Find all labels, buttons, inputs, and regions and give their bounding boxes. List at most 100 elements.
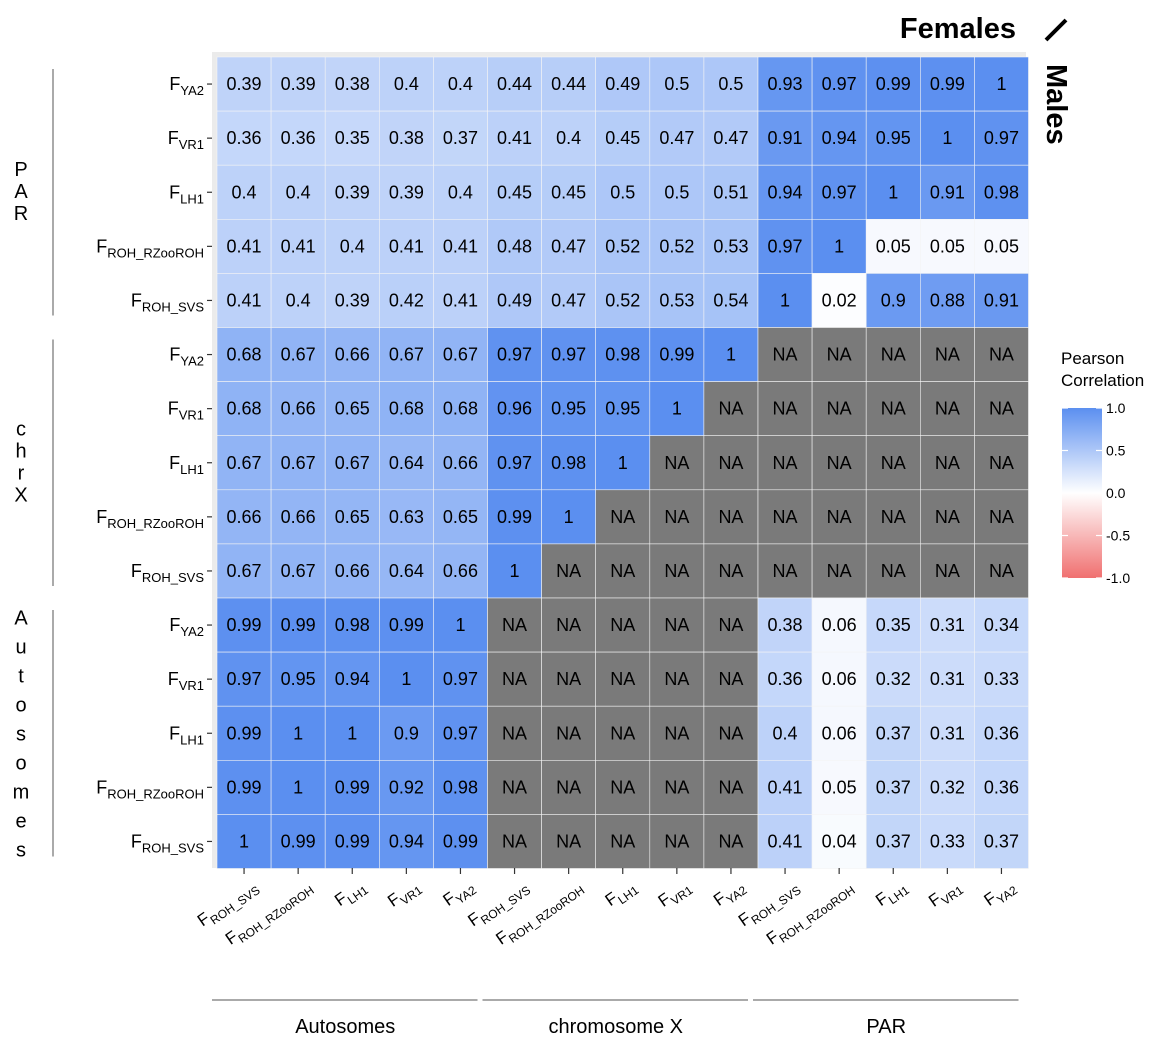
heatmap-cell: [324, 489, 380, 545]
cell-value-label: 0.99: [227, 723, 262, 743]
cell-value-label: 0.41: [768, 777, 803, 797]
cell-value-label: 0.96: [497, 399, 532, 419]
heatmap-cell: [919, 435, 975, 491]
heatmap-cell: [595, 435, 651, 491]
group-labels: Autosomes chromosome X PAR P A R c h r X A u t o s o m e s: [13, 69, 1019, 1037]
cell-value-label: 0.02: [822, 290, 857, 310]
cell-value-label: 0.97: [227, 669, 262, 689]
heatmap-cell: [703, 814, 759, 869]
legend-tick-label: -1.0: [1106, 570, 1130, 586]
heatmap-cell: [378, 597, 434, 653]
cell-value-label: NA: [827, 453, 852, 473]
cell-value-label: NA: [935, 345, 960, 365]
cell-value-label: NA: [773, 399, 798, 419]
cell-value-label: 0.44: [497, 74, 532, 94]
cell-value-label: 0.39: [281, 74, 316, 94]
cell-value-label: 0.4: [232, 182, 257, 202]
heatmap-cell: [433, 651, 488, 707]
heatmap-cell: [433, 814, 488, 869]
legend-title-line1: Pearson: [1061, 349, 1124, 368]
cell-value-label: 0.9: [881, 290, 906, 310]
cell-value-label: 0.41: [227, 236, 262, 256]
cell-value-label: 0.05: [822, 777, 857, 797]
cell-value-label: NA: [610, 831, 635, 851]
heatmap-cell: [324, 381, 380, 437]
cell-value-label: 1: [888, 182, 898, 202]
heatmap-cell: [270, 705, 326, 761]
cell-value-label: 0.97: [768, 236, 803, 256]
heatmap-cell: [865, 597, 921, 653]
cell-value-label: 0.94: [768, 182, 803, 202]
cell-value-label: NA: [827, 345, 852, 365]
heatmap-cell: [487, 759, 542, 815]
cell-value-label: NA: [827, 507, 852, 527]
x-tick-label: FLH1: [602, 876, 642, 914]
cell-value-label: 0.66: [281, 399, 316, 419]
cell-value-label: 0.95: [281, 669, 316, 689]
heatmap-cell: [757, 435, 813, 491]
y-tick-label: FYA2: [169, 345, 204, 369]
cell-value-label: 0.68: [227, 399, 262, 419]
cell-value-label: 0.97: [984, 128, 1019, 148]
heatmap-cell: [649, 56, 705, 112]
cell-value-label: 1: [834, 236, 844, 256]
cell-value-label: NA: [989, 453, 1014, 473]
heatmap-cell: [649, 164, 705, 220]
cell-value-label: NA: [664, 831, 689, 851]
heatmap-cell: [595, 597, 651, 653]
y-tick-label: FVR1: [168, 128, 204, 152]
cell-value-label: 0.41: [443, 236, 478, 256]
heatmap-cell: [487, 110, 542, 166]
heatmap-cell: [865, 219, 921, 274]
x-tick-label: FYA2: [980, 876, 1020, 913]
cell-value-label: 0.37: [876, 723, 911, 743]
heatmap-cell: [270, 219, 326, 274]
cell-value-label: 0.68: [443, 399, 478, 419]
cell-value-label: 0.67: [227, 453, 262, 473]
cell-value-label: 0.5: [610, 182, 635, 202]
cell-value-label: NA: [610, 777, 635, 797]
heatmap-cell: [433, 164, 488, 220]
heatmap-cell: [378, 489, 434, 545]
cell-value-label: 1: [618, 453, 628, 473]
cell-value-label: 0.39: [227, 74, 262, 94]
heatmap-cell: [811, 435, 867, 491]
y-tick-label: FROH_SVS: [131, 561, 204, 585]
cell-value-label: 0.32: [876, 669, 911, 689]
cell-value-label: 0.67: [335, 453, 370, 473]
cell-value-label: 0.99: [281, 615, 316, 635]
cell-value-label: 0.39: [389, 182, 424, 202]
heatmap-cell: [703, 327, 759, 382]
heatmap-cell: [378, 219, 434, 274]
cell-value-label: NA: [664, 615, 689, 635]
y-tick-label: FROH_RZooROH: [96, 236, 204, 260]
heatmap-cell: [324, 56, 380, 112]
cell-value-label: 0.4: [448, 74, 473, 94]
cell-value-label: 0.48: [497, 236, 532, 256]
heatmap-cell: [378, 381, 434, 437]
cell-value-label: 0.63: [389, 507, 424, 527]
y-tick-label: FLH1: [169, 182, 204, 206]
cell-value-label: NA: [610, 615, 635, 635]
cell-value-label: 0.31: [930, 615, 965, 635]
cell-value-label: 0.36: [984, 777, 1019, 797]
heatmap-cell: [703, 273, 759, 328]
cell-value-label: 0.99: [930, 74, 965, 94]
heatmap-cell: [216, 56, 272, 112]
cell-value-label: NA: [502, 777, 527, 797]
cell-value-label: 0.94: [389, 831, 424, 851]
heatmap-cell: [433, 110, 488, 166]
heatmap-cell: [433, 219, 488, 274]
cell-value-label: 0.99: [659, 345, 694, 365]
heatmap-cell: [378, 110, 434, 166]
y-tick-label: FLH1: [169, 723, 204, 747]
heatmap-cell: [865, 273, 921, 328]
cell-value-label: 0.65: [335, 399, 370, 419]
heatmap-cell: [541, 435, 596, 491]
x-tick-label: FROH_RZooROH: [492, 876, 587, 952]
cell-value-label: 0.37: [443, 128, 478, 148]
corner-slash: [1044, 18, 1068, 42]
heatmap-cell: [703, 597, 759, 653]
cell-value-label: 0.41: [389, 236, 424, 256]
heatmap-cell: [757, 597, 813, 653]
